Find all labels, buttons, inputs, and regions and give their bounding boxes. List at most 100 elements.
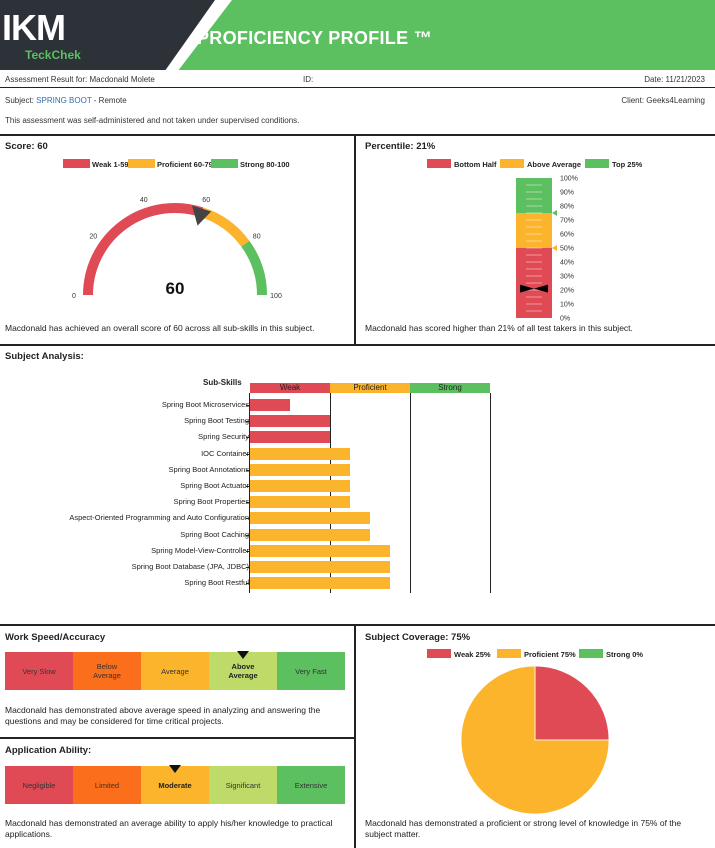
application-cell: Limited — [73, 766, 141, 804]
skill-label: Spring Boot Annotations — [168, 464, 249, 474]
legend-swatch-strong — [211, 159, 238, 168]
skill-label: Spring Boot Restful — [184, 578, 249, 588]
speed-title: Work Speed/Accuracy — [5, 632, 106, 643]
speed-cell-label: Average — [161, 666, 189, 676]
speed-scale: Very Slow Below Average Average Above Avera… — [5, 651, 345, 690]
score-gauge: 0 20 40 60 80 100 60 — [72, 197, 282, 300]
skill-bar — [250, 415, 330, 428]
legend-label-weak-coverage: Weak 25% — [454, 650, 491, 659]
thermo-tick-label: 40% — [560, 260, 574, 267]
thermo-tick-label: 0% — [560, 316, 570, 323]
speed-footer: Macdonald has demonstrated above average… — [5, 705, 321, 726]
score-title: Score: 60 — [5, 141, 48, 152]
skill-bar — [250, 561, 390, 573]
score-footer: Macdonald has achieved an overall score … — [5, 323, 315, 333]
band-header-strong: Strong — [410, 383, 490, 393]
legend-label-above-average: Above Average — [527, 160, 582, 169]
divider — [0, 344, 715, 346]
legend-label-weak: Weak 1-59 — [92, 160, 129, 169]
axis-tick — [246, 453, 250, 455]
legend-label-proficient-coverage: Proficient 75% — [524, 650, 576, 659]
score-value: 60 — [166, 279, 185, 298]
divider — [0, 134, 715, 136]
skill-label: Spring Boot Properties — [173, 497, 249, 507]
speed-cell-label: Very Fast — [295, 666, 327, 676]
date: Date: 11/21/2023 — [644, 75, 705, 84]
band-line-end — [490, 393, 491, 593]
skill-bar — [250, 512, 370, 525]
skill-label: Spring Boot Microservices — [161, 400, 249, 409]
legend-swatch-top-25 — [585, 159, 609, 168]
legend-swatch-weak-coverage — [427, 649, 451, 658]
legend-swatch-proficient-coverage — [497, 649, 521, 658]
gauge-tick-label: 0 — [72, 293, 76, 300]
speed-cell: Very Fast — [277, 652, 345, 690]
sub-skills-header: Sub-Skills — [203, 378, 242, 387]
page-title: PROFICIENCY PROFILE ™ — [197, 28, 432, 48]
supervision-note: This assessment was self-administered an… — [5, 116, 300, 125]
skill-label: Spring Boot Actuator — [180, 481, 249, 490]
legend-label-top-25: Top 25% — [612, 160, 643, 169]
skill-bar — [250, 496, 350, 509]
axis-tick — [246, 437, 250, 439]
assessment-result: Assessment Result for: Macdonald Molete — [5, 75, 155, 84]
legend-swatch-proficient — [128, 159, 155, 168]
gauge-tick-label: 40 — [140, 197, 148, 204]
axis-tick — [246, 486, 250, 487]
skill-bar — [250, 447, 350, 460]
application-cell-label: Extensive — [294, 780, 328, 790]
gauge-tick-label: 60 — [202, 197, 210, 204]
divider — [354, 134, 356, 346]
axis-tick — [246, 583, 250, 585]
thermo-boundary-marker — [552, 245, 557, 251]
gauge-tick-label: 80 — [253, 234, 261, 241]
band-line-proficient — [330, 393, 331, 593]
legend-label-proficient: Proficient 60-79 — [157, 160, 213, 169]
gauge-arc-proficient — [200, 207, 250, 247]
skill-label: Spring Boot Testing — [184, 416, 249, 426]
band-line-strong — [410, 393, 411, 593]
band-header-proficient: Proficient — [330, 383, 410, 393]
application-footer: Macdonald has demonstrated an average ab… — [5, 818, 333, 839]
gauge-needle — [192, 205, 212, 226]
subject-prefix: Subject: — [5, 96, 34, 105]
speed-cell: Very Slow — [5, 652, 73, 690]
axis-tick — [246, 534, 250, 536]
axis-line — [249, 393, 250, 593]
skill-bar — [250, 463, 350, 476]
thermo-tick-label: 70% — [560, 218, 574, 225]
pie-slice-proficient — [460, 665, 610, 815]
gauge-tick-label: 100 — [270, 293, 282, 300]
speed-cell: Below Average — [73, 652, 141, 690]
skill-label: Spring Model-View-Controller — [151, 545, 249, 555]
skill-bar — [250, 577, 390, 590]
application-cell: Significant — [209, 766, 277, 804]
application-marker — [169, 765, 181, 773]
thermo-boundary-marker — [552, 210, 557, 216]
pie-slice-weak — [534, 665, 610, 741]
application-cell: Negligible — [5, 766, 73, 804]
speed-marker — [237, 651, 249, 659]
divider — [0, 624, 715, 626]
speed-cell: Average — [141, 652, 209, 690]
legend-label-strong: Strong 80-100 — [240, 160, 290, 169]
skill-label: Aspect-Oriented Programming and Auto Con… — [69, 513, 249, 523]
axis-tick — [246, 469, 250, 471]
percentile-title: Percentile: 21% — [365, 141, 436, 152]
axis-tick — [246, 421, 250, 423]
gauge-tick-label: 20 — [89, 234, 97, 241]
axis-tick — [246, 550, 250, 552]
speed-cell-label: Below Average — [93, 662, 121, 680]
legend-swatch-weak — [63, 159, 90, 168]
thermo-tick-label: 30% — [560, 274, 574, 281]
application-scale: Negligible Limited Moderate Significant Exte… — [5, 765, 345, 804]
thermo-tick-label: 90% — [560, 190, 574, 197]
application-cell: Extensive — [277, 766, 345, 804]
percentile-marker-right — [534, 284, 548, 293]
thermo-tick-label: 50% — [560, 246, 574, 253]
thermo-tick-label: 10% — [560, 302, 574, 309]
legend-swatch-strong-coverage — [579, 649, 603, 658]
gauge-arc-strong — [241, 240, 267, 296]
skill-label: Spring Boot Database (JPA, JDBC) — [131, 562, 249, 571]
logo-subtitle: TeckChek — [25, 48, 81, 62]
